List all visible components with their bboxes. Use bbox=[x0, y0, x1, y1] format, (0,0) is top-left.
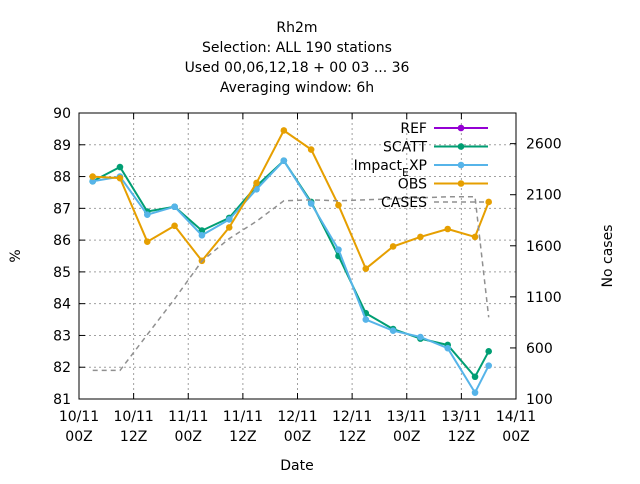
legend-marker-impact-exp bbox=[457, 161, 465, 169]
chart-title-line: Averaging window: 6h bbox=[220, 80, 374, 96]
chart-title-line: Rh2m bbox=[276, 20, 317, 36]
data-point-impact-exp bbox=[444, 344, 452, 352]
y2-tick-label: 1100 bbox=[526, 290, 562, 306]
x-tick-label-hour: 12Z bbox=[448, 429, 475, 445]
data-layer bbox=[89, 127, 492, 396]
y2-tick-label: 100 bbox=[526, 392, 553, 408]
data-point-impact-exp bbox=[253, 185, 260, 193]
data-point-impact-exp bbox=[307, 200, 315, 207]
legend-marker-scatt bbox=[457, 143, 465, 150]
y-tick-label: 89 bbox=[53, 138, 71, 154]
x-tick-label-date: 13/11 bbox=[387, 409, 427, 425]
y2-tick-label: 1600 bbox=[526, 239, 562, 255]
data-point-impact-exp bbox=[171, 203, 178, 211]
y-tick-label: 84 bbox=[53, 297, 71, 313]
data-point-obs bbox=[116, 174, 124, 182]
chart-title-line: Selection: ALL 190 stations bbox=[202, 40, 392, 56]
legend-label-scatt: SCATT bbox=[383, 140, 427, 156]
series-line-impact-exp bbox=[92, 159, 490, 394]
legend-label-ref: REF bbox=[400, 121, 427, 137]
y-tick-label: 85 bbox=[53, 265, 71, 281]
data-point-obs bbox=[143, 238, 151, 245]
x-tick-label-hour: 00Z bbox=[65, 429, 92, 445]
data-point-obs bbox=[335, 201, 342, 209]
y2-tick-label: 2600 bbox=[526, 137, 562, 153]
series-line-scatt bbox=[92, 159, 490, 378]
data-point-scatt bbox=[471, 373, 479, 381]
data-point-impact-exp bbox=[417, 333, 424, 341]
plot-frame bbox=[78, 112, 517, 400]
data-point-obs bbox=[307, 146, 315, 153]
y-tick-label: 86 bbox=[53, 233, 71, 249]
data-point-obs bbox=[89, 173, 96, 180]
x-tick-label-hour: 00Z bbox=[393, 429, 420, 445]
y2-tick-label: 2100 bbox=[526, 188, 562, 204]
data-point-impact-exp bbox=[89, 178, 96, 185]
y2-axis-title: No cases bbox=[600, 225, 616, 288]
x-tick-label-hour: 00Z bbox=[502, 429, 529, 445]
x-tick-label-date: 14/11 bbox=[496, 409, 536, 425]
x-tick-label-hour: 12Z bbox=[338, 429, 365, 445]
chart-title-line: Used 00,06,12,18 + 00 03 ... 36 bbox=[185, 60, 410, 76]
data-point-obs bbox=[362, 265, 370, 273]
series-line-obs bbox=[92, 129, 490, 270]
y2-tick-label: 600 bbox=[526, 341, 553, 357]
legend-label-cases: CASES bbox=[381, 195, 427, 211]
legend-label-obs: OBS bbox=[398, 177, 427, 193]
x-tick-label-date: 10/11 bbox=[59, 409, 99, 425]
data-point-impact-exp bbox=[280, 157, 288, 164]
data-point-obs bbox=[417, 233, 424, 241]
y-axis-title: % bbox=[8, 249, 24, 262]
data-point-impact-exp bbox=[143, 211, 151, 218]
x-tick-label-hour: 00Z bbox=[175, 429, 202, 445]
x-tick-label-hour: 12Z bbox=[120, 429, 147, 445]
data-point-scatt bbox=[485, 348, 492, 355]
y-tick-label: 83 bbox=[53, 328, 71, 344]
grid-layer bbox=[79, 113, 516, 399]
data-point-impact-exp bbox=[335, 246, 342, 253]
data-point-obs bbox=[171, 222, 178, 230]
legend-marker-ref bbox=[457, 124, 465, 132]
data-point-impact-exp bbox=[471, 389, 479, 396]
data-point-impact-exp bbox=[198, 232, 206, 239]
x-tick-label-hour: 12Z bbox=[229, 429, 256, 445]
y-tick-label: 82 bbox=[53, 360, 71, 376]
data-point-obs bbox=[253, 179, 260, 187]
x-tick-label-date: 12/11 bbox=[277, 409, 317, 425]
x-tick-label-date: 12/11 bbox=[332, 409, 372, 425]
legend-marker-obs bbox=[457, 180, 465, 187]
legend-label-impact-exp: ImpactEXP bbox=[354, 158, 427, 179]
x-axis-title: Date bbox=[280, 458, 313, 474]
data-point-obs bbox=[471, 233, 479, 241]
x-tick-label-hour: 00Z bbox=[284, 429, 311, 445]
data-point-obs bbox=[225, 224, 233, 231]
series-line-cases bbox=[92, 196, 490, 372]
data-point-scatt bbox=[116, 163, 124, 171]
data-point-obs bbox=[444, 225, 452, 233]
frame-layer bbox=[78, 112, 517, 400]
x-tick-label-date: 11/11 bbox=[223, 409, 263, 425]
data-point-obs bbox=[389, 243, 397, 250]
y-tick-label: 81 bbox=[53, 392, 71, 408]
data-point-impact-exp bbox=[389, 327, 397, 334]
label-layer: 81 82 83 84 85 86 87 88 89 90 100 600 1100 1600 2100 26… bbox=[8, 20, 616, 474]
data-point-impact-exp bbox=[362, 316, 370, 323]
x-tick-label-date: 10/11 bbox=[113, 409, 153, 425]
y-tick-label: 88 bbox=[53, 170, 71, 186]
data-point-obs bbox=[280, 127, 288, 134]
y-tick-label: 90 bbox=[53, 106, 71, 122]
x-tick-label-date: 13/11 bbox=[441, 409, 481, 425]
y-tick-label: 87 bbox=[53, 201, 71, 217]
x-tick-label-date: 11/11 bbox=[168, 409, 208, 425]
data-point-impact-exp bbox=[485, 362, 492, 369]
data-point-impact-exp bbox=[225, 216, 233, 223]
data-point-obs bbox=[485, 198, 492, 206]
